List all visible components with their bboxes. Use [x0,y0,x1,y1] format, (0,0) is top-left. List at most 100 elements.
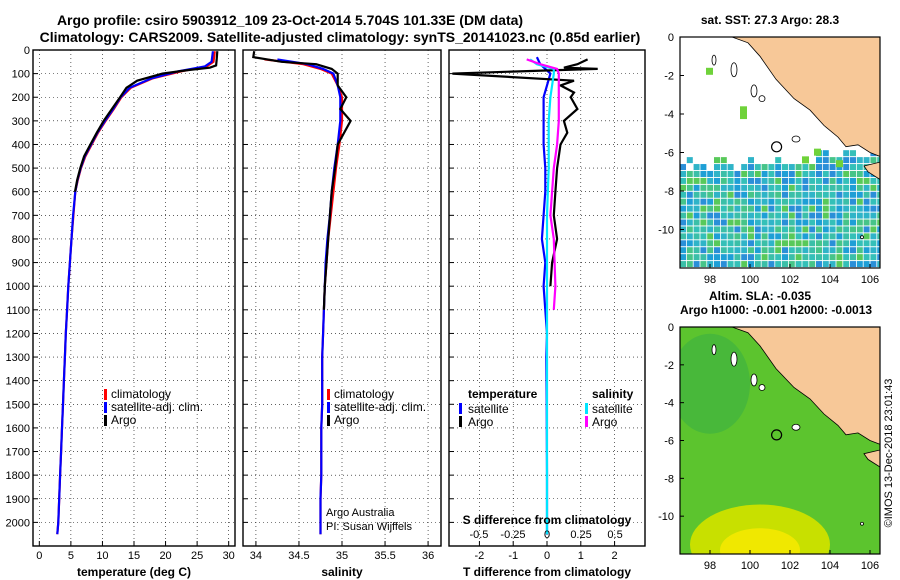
salinity-legend-label: climatology [334,387,394,401]
sst-cell [829,205,836,212]
sst-cell [822,150,829,157]
sst-cell [782,164,788,171]
sst-cell [788,254,795,261]
sst-cell [877,226,880,233]
salinity-legend-label: satellite-adj. clim. [334,400,426,414]
sst-cell [822,177,829,184]
sst-cell [741,184,748,191]
sst-cell [748,157,754,164]
sst-cell [829,219,836,226]
island [791,135,801,143]
sst-cell [727,212,734,219]
sst-cell [870,191,877,198]
sst-cell [700,184,707,191]
figure-title-line2: Climatology: CARS2009. Satellite-adjuste… [40,29,641,45]
sst-cell [850,205,856,212]
sst-cell [856,233,863,240]
sst-cell [748,170,754,177]
sst-cell [761,233,768,240]
depth-tick-label: 1500 [6,399,30,411]
sst-cell [822,184,829,191]
sst-cell [727,240,734,247]
sst-cell [856,191,863,198]
sst-cell [843,164,850,171]
sst-cell [795,170,802,177]
sst-cell [802,198,809,205]
sst-cell [748,191,754,198]
sst-cell [809,268,815,274]
temperature-series-line [56,51,216,535]
sst-cell [714,226,720,233]
sst-cell [822,219,829,226]
sst-cell [788,233,795,240]
sst-cell [775,170,782,177]
sst-cell [809,177,816,184]
sst-cell [795,226,802,233]
sst-cell [850,164,856,171]
sst-cell [822,164,829,171]
sst-cell [877,247,880,254]
sst-cell [782,233,788,240]
sla_map-ytick-label: -4 [664,398,674,410]
sst-cell [720,191,727,198]
sst-cell [748,219,754,226]
sst-cell [720,240,727,247]
difference-xtick-label: -2 [475,550,485,562]
sst-cell [768,184,775,191]
sst-cell [754,247,761,254]
sst-cell [754,170,761,177]
sst-cell [707,212,714,219]
sst-cell [877,157,880,164]
sst-cell [754,254,761,261]
sst-cell [788,261,795,268]
sst-cell [700,198,707,205]
salinity-xtick-label: 34.5 [288,550,309,562]
sst-cell [782,261,788,268]
sst-cell [822,198,829,205]
sst-cell [768,226,775,233]
sst-cell [686,247,693,254]
sst-cell [829,184,836,191]
sla-low-anomaly [680,333,750,434]
sst-cell [714,198,720,205]
sst-cell [693,247,700,254]
island [860,521,864,526]
sst-cell [856,226,863,233]
sla_map-ytick-label: 0 [668,322,674,334]
sst-cell [761,205,768,212]
sla_map-ytick-label: -6 [664,436,674,448]
sst-cell [748,226,754,233]
sst-cell [856,170,863,177]
sst-cell [680,177,686,184]
sst-cell [877,254,880,261]
sst-cell [782,205,788,212]
sla-peak-anomaly [720,528,800,554]
sst-cell [856,184,863,191]
sst-cell [863,198,870,205]
sst-cell [809,240,816,247]
sst-cell [761,184,768,191]
sla_map-xtick-label: 102 [781,560,799,572]
sst-cell [829,198,836,205]
sst-cell [734,226,741,233]
difference-series-line [529,58,555,535]
salinity-legend-swatch [327,389,330,400]
sst-cell [734,198,741,205]
difference-xtick-label: 1 [578,550,584,562]
salinity-xtick-label: 35.5 [374,550,395,562]
sst-cell [816,170,822,177]
sst-cell [748,164,754,171]
sst-cell [836,247,843,254]
sst-cell [850,157,856,164]
sst-cell [714,157,720,164]
sst-cell [822,212,829,219]
sst-cell [686,170,693,177]
sst-cell [863,157,870,164]
sst-cell [768,205,775,212]
sst-cell [856,205,863,212]
sst-cell [775,191,782,198]
sst-cell [863,177,870,184]
sst-cell [850,212,856,219]
sst_map-xtick-label: 102 [781,274,799,286]
sst-cell [814,148,821,156]
